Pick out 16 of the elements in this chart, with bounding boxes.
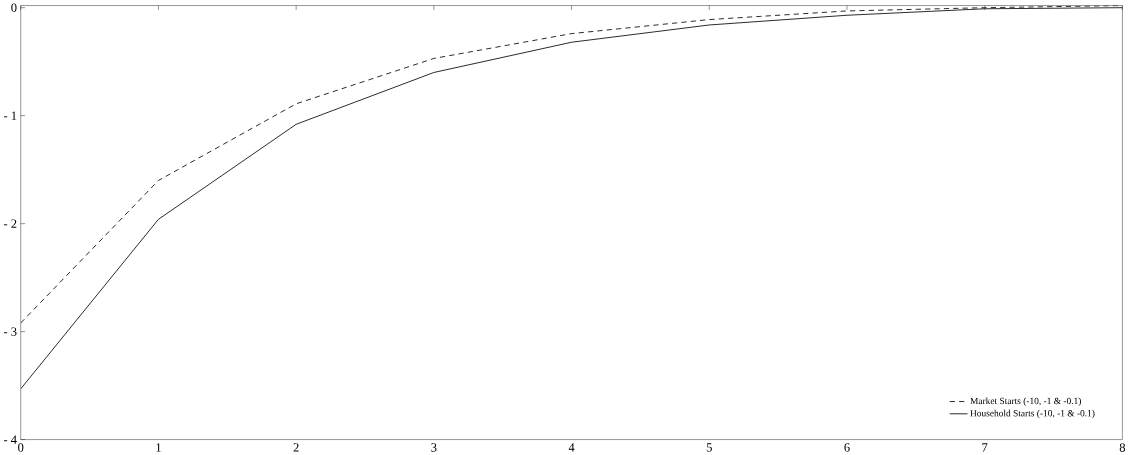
x-tick-label: 6 xyxy=(844,443,850,452)
x-tick-label: 8 xyxy=(1119,443,1126,452)
x-tick-label: 5 xyxy=(706,443,712,452)
y-tick-label: - 3 xyxy=(3,327,17,336)
y-tick-label: - 4 xyxy=(3,435,17,444)
x-tick-label: 4 xyxy=(568,443,575,452)
legend-label: Market Starts (-10, -1 & -0.1) xyxy=(970,397,1081,406)
y-tick-label: - 1 xyxy=(3,111,17,120)
y-tick-label: - 2 xyxy=(3,219,17,228)
y-tick-label: 0 xyxy=(11,3,17,12)
legend-label: Household Starts (-10, -1 & -0.1) xyxy=(970,409,1095,419)
x-tick-label: 1 xyxy=(156,443,161,452)
x-tick-label: 2 xyxy=(293,443,299,452)
x-tick-label: 3 xyxy=(431,443,437,452)
x-tick-label: 7 xyxy=(982,443,988,452)
x-tick-label: 0 xyxy=(18,443,24,452)
